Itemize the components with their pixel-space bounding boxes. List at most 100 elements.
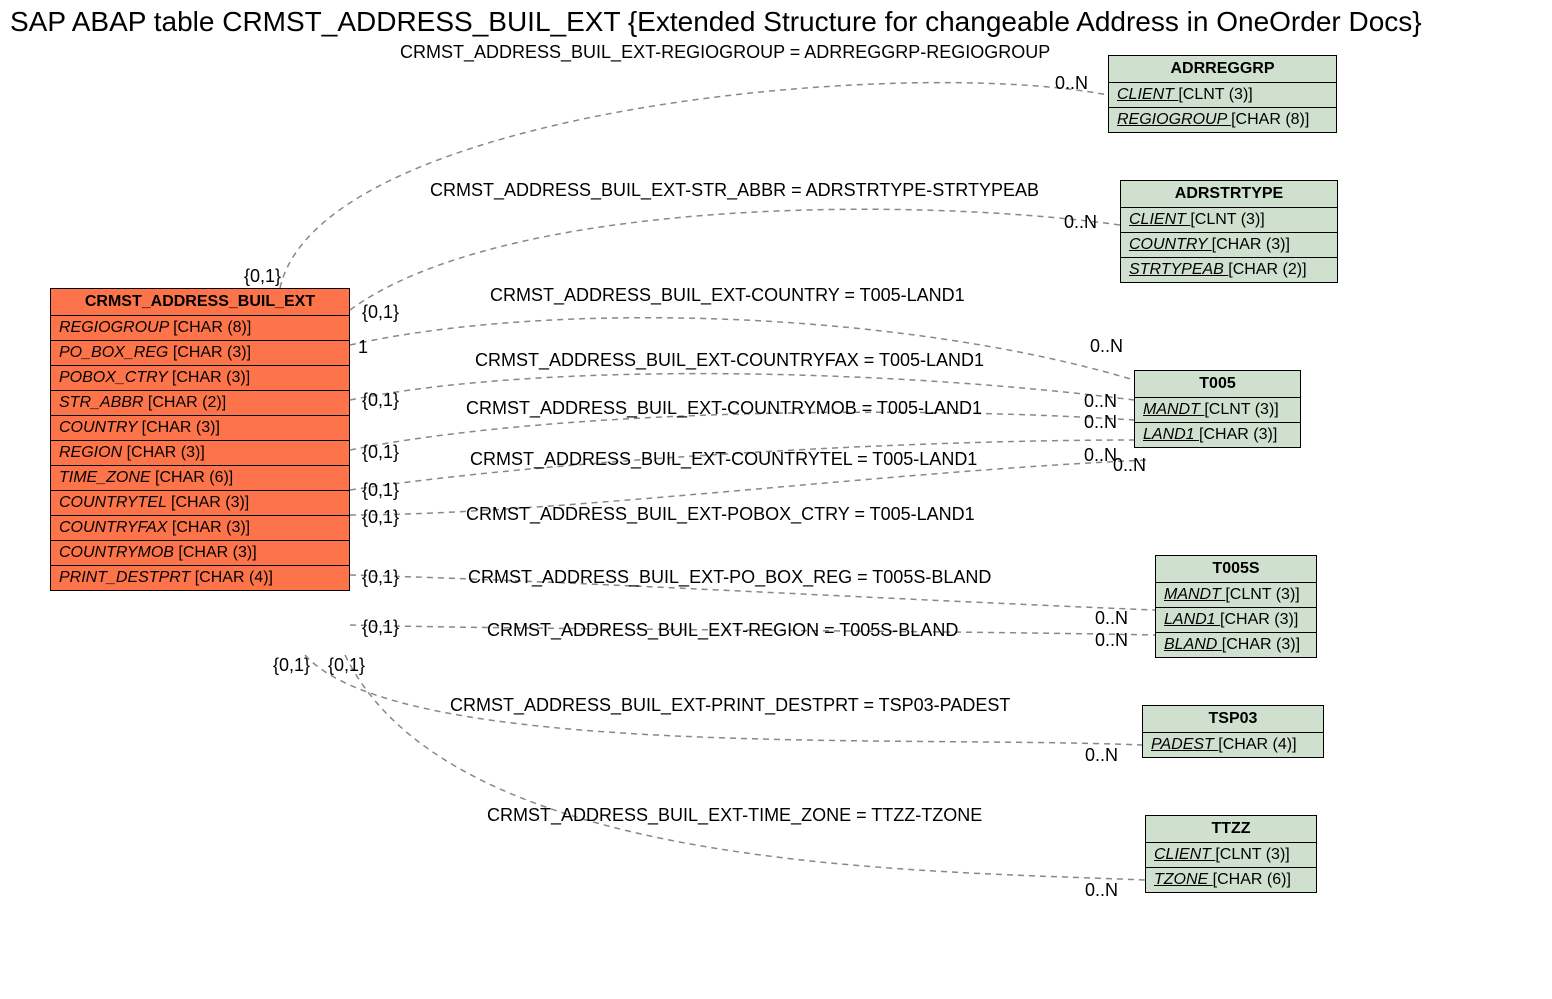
table-field: LAND1 [CHAR (3)]: [1135, 423, 1300, 447]
field-name: COUNTRYMOB: [59, 544, 178, 561]
table-field: PRINT_DESTPRT [CHAR (4)]: [51, 566, 349, 590]
relationship-label: CRMST_ADDRESS_BUIL_EXT-STR_ABBR = ADRSTR…: [430, 180, 1039, 201]
field-type: [CHAR (3)]: [142, 419, 220, 436]
table-field: COUNTRY [CHAR (3)]: [51, 416, 349, 441]
ref-table: TSP03PADEST [CHAR (4)]: [1142, 705, 1324, 758]
ref-table-header: T005: [1135, 371, 1300, 398]
field-name: COUNTRYTEL: [59, 494, 171, 511]
table-field: COUNTRYMOB [CHAR (3)]: [51, 541, 349, 566]
field-type: [CHAR (3)]: [172, 369, 250, 386]
table-field: LAND1 [CHAR (3)]: [1156, 608, 1316, 633]
relationship-edge: [345, 655, 1145, 880]
field-name: PO_BOX_REG: [59, 344, 173, 361]
target-cardinality: 0..N: [1084, 412, 1117, 433]
table-field: STR_ABBR [CHAR (2)]: [51, 391, 349, 416]
ref-table-header: TTZZ: [1146, 816, 1316, 843]
relationship-label: CRMST_ADDRESS_BUIL_EXT-REGIOGROUP = ADRR…: [400, 42, 1050, 63]
table-field: COUNTRYFAX [CHAR (3)]: [51, 516, 349, 541]
relationship-edge: [350, 374, 1134, 400]
ref-table: T005MANDT [CLNT (3)]LAND1 [CHAR (3)]: [1134, 370, 1301, 448]
field-type: [CHAR (4)]: [1218, 736, 1296, 753]
table-field: POBOX_CTRY [CHAR (3)]: [51, 366, 349, 391]
table-field: BLAND [CHAR (3)]: [1156, 633, 1316, 657]
target-cardinality: 0..N: [1090, 336, 1123, 357]
field-type: [CHAR (3)]: [1222, 636, 1300, 653]
page-title: SAP ABAP table CRMST_ADDRESS_BUIL_EXT {E…: [10, 6, 1422, 38]
target-cardinality: 0..N: [1085, 880, 1118, 901]
table-field: CLIENT [CLNT (3)]: [1109, 83, 1336, 108]
relationship-label: CRMST_ADDRESS_BUIL_EXT-TIME_ZONE = TTZZ-…: [487, 805, 982, 826]
source-cardinality: {0,1}: [362, 442, 399, 463]
relationship-label: CRMST_ADDRESS_BUIL_EXT-COUNTRYMOB = T005…: [466, 398, 982, 419]
ref-table-header: T005S: [1156, 556, 1316, 583]
source-cardinality: {0,1}: [362, 390, 399, 411]
field-type: [CHAR (3)]: [1199, 426, 1277, 443]
field-type: [CHAR (3)]: [173, 344, 251, 361]
source-cardinality: {0,1}: [362, 302, 399, 323]
field-name: PADEST: [1151, 736, 1218, 753]
field-name: TZONE: [1154, 871, 1213, 888]
field-type: [CLNT (3)]: [1225, 586, 1299, 603]
source-cardinality: {0,1}: [362, 617, 399, 638]
field-name: TIME_ZONE: [59, 469, 155, 486]
field-name: MANDT: [1164, 586, 1225, 603]
field-name: CLIENT: [1154, 846, 1215, 863]
main-table-header: CRMST_ADDRESS_BUIL_EXT: [51, 289, 349, 316]
table-field: MANDT [CLNT (3)]: [1135, 398, 1300, 423]
field-type: [CHAR (2)]: [1228, 261, 1306, 278]
field-type: [CHAR (6)]: [155, 469, 233, 486]
table-field: CLIENT [CLNT (3)]: [1121, 208, 1337, 233]
field-name: BLAND: [1164, 636, 1222, 653]
field-type: [CHAR (6)]: [1213, 871, 1291, 888]
field-name: POBOX_CTRY: [59, 369, 172, 386]
source-cardinality: 1: [358, 337, 368, 358]
table-field: TIME_ZONE [CHAR (6)]: [51, 466, 349, 491]
field-name: STR_ABBR: [59, 394, 148, 411]
target-cardinality: 0..N: [1064, 212, 1097, 233]
field-type: [CHAR (4)]: [195, 569, 273, 586]
field-type: [CHAR (3)]: [178, 544, 256, 561]
field-type: [CHAR (3)]: [127, 444, 205, 461]
ref-table: T005SMANDT [CLNT (3)]LAND1 [CHAR (3)]BLA…: [1155, 555, 1317, 658]
target-cardinality: 0..N: [1084, 391, 1117, 412]
target-cardinality: 0..N: [1095, 630, 1128, 651]
field-name: REGIOGROUP: [1117, 111, 1231, 128]
target-cardinality: 0..N: [1085, 745, 1118, 766]
table-field: PADEST [CHAR (4)]: [1143, 733, 1323, 757]
relationship-label: CRMST_ADDRESS_BUIL_EXT-REGION = T005S-BL…: [487, 620, 958, 641]
relationship-label: CRMST_ADDRESS_BUIL_EXT-POBOX_CTRY = T005…: [466, 504, 975, 525]
table-field: COUNTRY [CHAR (3)]: [1121, 233, 1337, 258]
field-type: [CHAR (8)]: [1231, 111, 1309, 128]
ref-table: ADRSTRTYPECLIENT [CLNT (3)]COUNTRY [CHAR…: [1120, 180, 1338, 283]
relationship-label: CRMST_ADDRESS_BUIL_EXT-COUNTRYFAX = T005…: [475, 350, 984, 371]
relationship-label: CRMST_ADDRESS_BUIL_EXT-PO_BOX_REG = T005…: [468, 567, 991, 588]
ref-table: TTZZCLIENT [CLNT (3)]TZONE [CHAR (6)]: [1145, 815, 1317, 893]
field-type: [CHAR (8)]: [173, 319, 251, 336]
table-field: STRTYPEAB [CHAR (2)]: [1121, 258, 1337, 282]
field-name: PRINT_DESTPRT: [59, 569, 195, 586]
target-cardinality: 0..N: [1113, 455, 1146, 476]
field-name: CLIENT: [1129, 211, 1190, 228]
field-type: [CHAR (2)]: [148, 394, 226, 411]
field-name: REGION: [59, 444, 127, 461]
relationship-label: CRMST_ADDRESS_BUIL_EXT-COUNTRYTEL = T005…: [470, 449, 977, 470]
main-table: CRMST_ADDRESS_BUIL_EXTREGIOGROUP [CHAR (…: [50, 288, 350, 591]
field-name: MANDT: [1143, 401, 1204, 418]
ref-table-header: TSP03: [1143, 706, 1323, 733]
table-field: REGIOGROUP [CHAR (8)]: [1109, 108, 1336, 132]
ref-table-header: ADRSTRTYPE: [1121, 181, 1337, 208]
source-cardinality: {0,1}: [362, 480, 399, 501]
source-cardinality: {0,1}: [244, 266, 281, 287]
field-type: [CHAR (3)]: [172, 519, 250, 536]
source-cardinality: {0,1}: [362, 567, 399, 588]
field-name: LAND1: [1164, 611, 1220, 628]
field-name: LAND1: [1143, 426, 1199, 443]
table-field: REGION [CHAR (3)]: [51, 441, 349, 466]
field-name: COUNTRY: [1129, 236, 1212, 253]
relationship-label: CRMST_ADDRESS_BUIL_EXT-COUNTRY = T005-LA…: [490, 285, 965, 306]
table-field: REGIOGROUP [CHAR (8)]: [51, 316, 349, 341]
relationship-label: CRMST_ADDRESS_BUIL_EXT-PRINT_DESTPRT = T…: [450, 695, 1010, 716]
ref-table: ADRREGGRPCLIENT [CLNT (3)]REGIOGROUP [CH…: [1108, 55, 1337, 133]
source-cardinality: {0,1}: [362, 507, 399, 528]
table-field: MANDT [CLNT (3)]: [1156, 583, 1316, 608]
